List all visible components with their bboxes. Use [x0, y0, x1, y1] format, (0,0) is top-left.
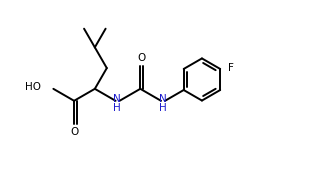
- Text: F: F: [227, 63, 234, 73]
- Text: O: O: [70, 127, 78, 137]
- Text: N: N: [113, 94, 121, 104]
- Text: H: H: [113, 103, 121, 113]
- Text: N: N: [159, 94, 167, 104]
- Text: H: H: [159, 103, 167, 113]
- Text: HO: HO: [25, 82, 41, 92]
- Text: O: O: [137, 53, 146, 63]
